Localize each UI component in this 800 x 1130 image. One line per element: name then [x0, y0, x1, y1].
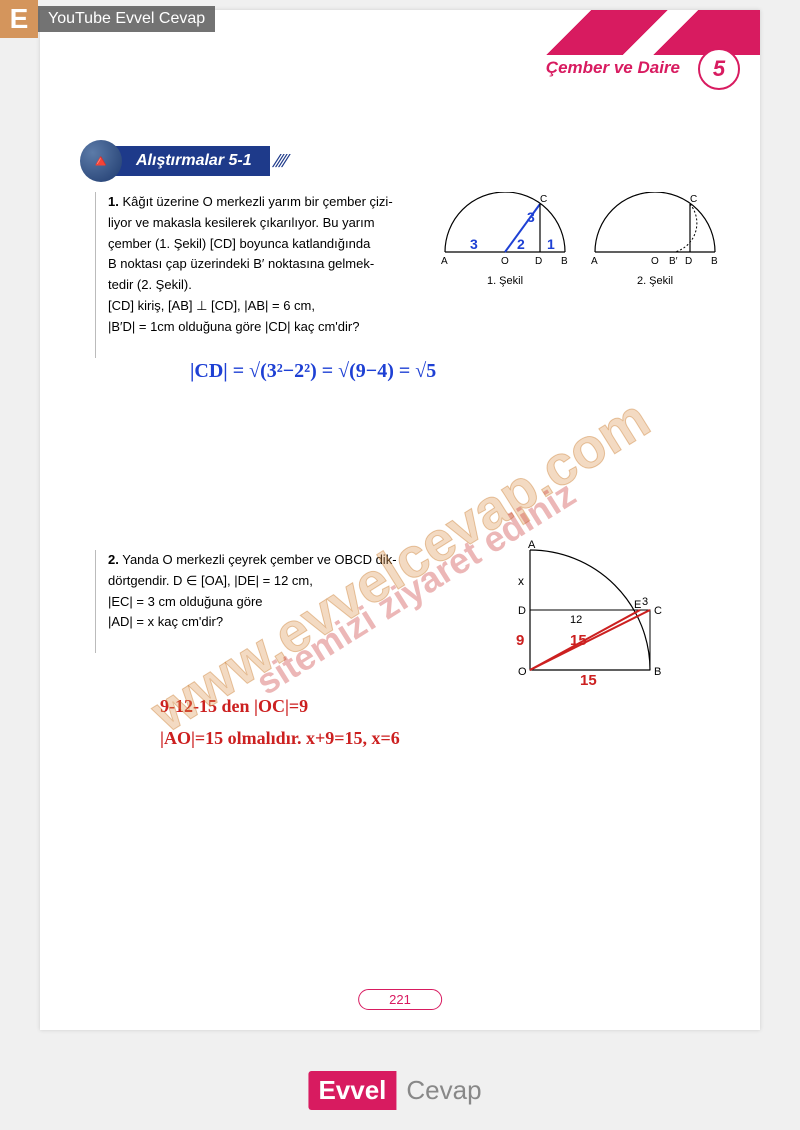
textbook-page: Çember ve Daire 5 🔺 Alıştırmalar 5-1 ///… [40, 10, 760, 1030]
footer-logo: Evvel Cevap [308, 1071, 491, 1110]
svg-text:A: A [441, 256, 448, 267]
svg-text:B′: B′ [669, 256, 678, 267]
figure-3: A D O B C E x 12 3 9 15 15 [510, 540, 690, 695]
problem-1-text: 1. Kâğıt üzerine O merkezli yarım bir çe… [108, 192, 428, 338]
svg-text:D: D [535, 256, 542, 267]
svg-text:C: C [690, 194, 697, 205]
problem-1-number: 1. [108, 194, 119, 209]
p2-line3: |EC| = 3 cm olduğuna göre [108, 594, 263, 609]
svg-text:3: 3 [470, 236, 478, 252]
svg-text:A: A [528, 540, 536, 551]
p1-line7: |B′D| = 1cm olduğuna göre |CD| kaç cm'di… [108, 319, 359, 334]
svg-text:D: D [685, 256, 692, 267]
e-badge-icon: E [0, 0, 38, 38]
svg-text:3: 3 [527, 209, 535, 225]
section-header: 🔺 Alıştırmalar 5-1 //// [80, 140, 286, 182]
stripes-icon: //// [270, 151, 290, 172]
p1-line3: çember (1. Şekil) [CD] boyunca katlandığ… [108, 236, 370, 251]
problem-2-text: 2. Yanda O merkezli çeyrek çember ve OBC… [108, 550, 418, 633]
svg-text:3: 3 [642, 596, 648, 608]
svg-text:2: 2 [517, 236, 525, 252]
semicircle-1-svg: A O D B C 3 3 2 1 [435, 192, 575, 272]
problem-2-answer: 9-12-15 den |OC|=9 |AO|=15 olmalıdır. x+… [160, 690, 400, 755]
svg-text:15: 15 [570, 632, 587, 649]
p2-answer-line1: 9-12-15 den |OC|=9 [160, 690, 400, 722]
page-number: 221 [358, 989, 442, 1010]
quarter-circle-svg: A D O B C E x 12 3 9 15 15 [510, 540, 690, 690]
footer-brand-2: Cevap [396, 1071, 491, 1110]
p2-line1: Yanda O merkezli çeyrek çember ve OBCD d… [122, 552, 396, 567]
p2-line4: |AD| = x kaç cm'dir? [108, 614, 223, 629]
svg-text:x: x [518, 574, 524, 588]
svg-text:15: 15 [580, 672, 597, 689]
svg-text:C: C [654, 605, 662, 617]
figure-2: A O B′ D B C 2. Şekil [585, 192, 725, 287]
p2-answer-line2: |AO|=15 olmalıdır. x+9=15, x=6 [160, 722, 400, 754]
p1-line2: liyor ve makasla kesilerek çıkarılıyor. … [108, 215, 375, 230]
p1-line6: [CD] kiriş, [AB] ⊥ [CD], |AB| = 6 cm, [108, 298, 315, 313]
top-watermark: E YouTube Evvel Cevap [0, 0, 215, 38]
svg-text:E: E [634, 599, 641, 611]
svg-text:O: O [651, 256, 659, 267]
problem-2-number: 2. [108, 552, 119, 567]
p1-line4: B noktası çap üzerindeki B′ noktasına ge… [108, 256, 374, 271]
section-icon: 🔺 [80, 140, 122, 182]
p1-line5: tedir (2. Şekil). [108, 277, 192, 292]
svg-text:C: C [540, 194, 547, 205]
problem-1-answer: |CD| = √(3²−2²) = √(9−4) = √5 [190, 360, 436, 383]
fig2-caption: 2. Şekil [585, 275, 725, 287]
svg-text:D: D [518, 605, 526, 617]
section-label: Alıştırmalar 5-1 [114, 146, 270, 176]
youtube-label: YouTube Evvel Cevap [38, 6, 215, 32]
svg-text:B: B [561, 256, 568, 267]
p2-line2: dörtgendir. D ∈ [OA], |DE| = 12 cm, [108, 573, 313, 588]
svg-text:9: 9 [516, 632, 524, 649]
svg-text:A: A [591, 256, 598, 267]
fig1-caption: 1. Şekil [435, 275, 575, 287]
semicircle-2-svg: A O B′ D B C [585, 192, 725, 272]
svg-text:B: B [711, 256, 718, 267]
chapter-title: Çember ve Daire [546, 58, 680, 78]
svg-text:O: O [518, 666, 527, 678]
svg-text:B: B [654, 666, 661, 678]
chapter-number-badge: 5 [698, 48, 740, 90]
svg-text:12: 12 [570, 614, 582, 626]
svg-text:1: 1 [547, 236, 555, 252]
figure-1: A O D B C 3 3 2 1 1. Şekil [435, 192, 575, 287]
footer-brand-1: Evvel [308, 1071, 396, 1110]
problem-1-figures: A O D B C 3 3 2 1 1. Şekil A O B′ D [435, 192, 725, 287]
svg-text:O: O [501, 256, 509, 267]
header-ribbon: Çember ve Daire 5 [500, 10, 760, 90]
p1-line1: Kâğıt üzerine O merkezli yarım bir çembe… [122, 194, 392, 209]
